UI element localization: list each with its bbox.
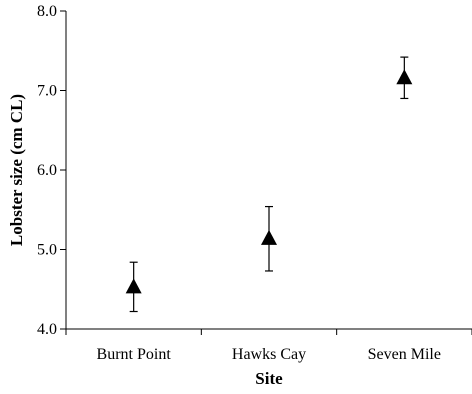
data-point-triangle — [396, 69, 413, 85]
error-bars — [129, 56, 409, 313]
x-axis-ticks: Burnt Point Hawks Cay Seven Mile — [65, 329, 472, 363]
y-tick-label: 8.0 — [37, 3, 57, 20]
x-tick-label: Burnt Point — [97, 346, 172, 363]
y-axis-title: Lobster size (cm CL) — [7, 94, 26, 246]
data-point-triangle — [125, 278, 142, 294]
axes — [65, 11, 472, 330]
y-tick-label: 4.0 — [37, 321, 57, 338]
y-tick-label: 7.0 — [37, 83, 57, 100]
x-tick-label: Hawks Cay — [232, 346, 306, 363]
x-tick-label: Seven Mile — [368, 346, 441, 363]
data-point-triangle — [261, 229, 277, 245]
y-tick-label: 5.0 — [37, 242, 57, 259]
data-markers — [125, 69, 413, 294]
y-tick-label: 6.0 — [37, 162, 57, 179]
x-axis-title: Site — [255, 369, 283, 388]
y-axis-ticks: 4.0 5.0 6.0 7.0 8.0 — [37, 3, 66, 338]
